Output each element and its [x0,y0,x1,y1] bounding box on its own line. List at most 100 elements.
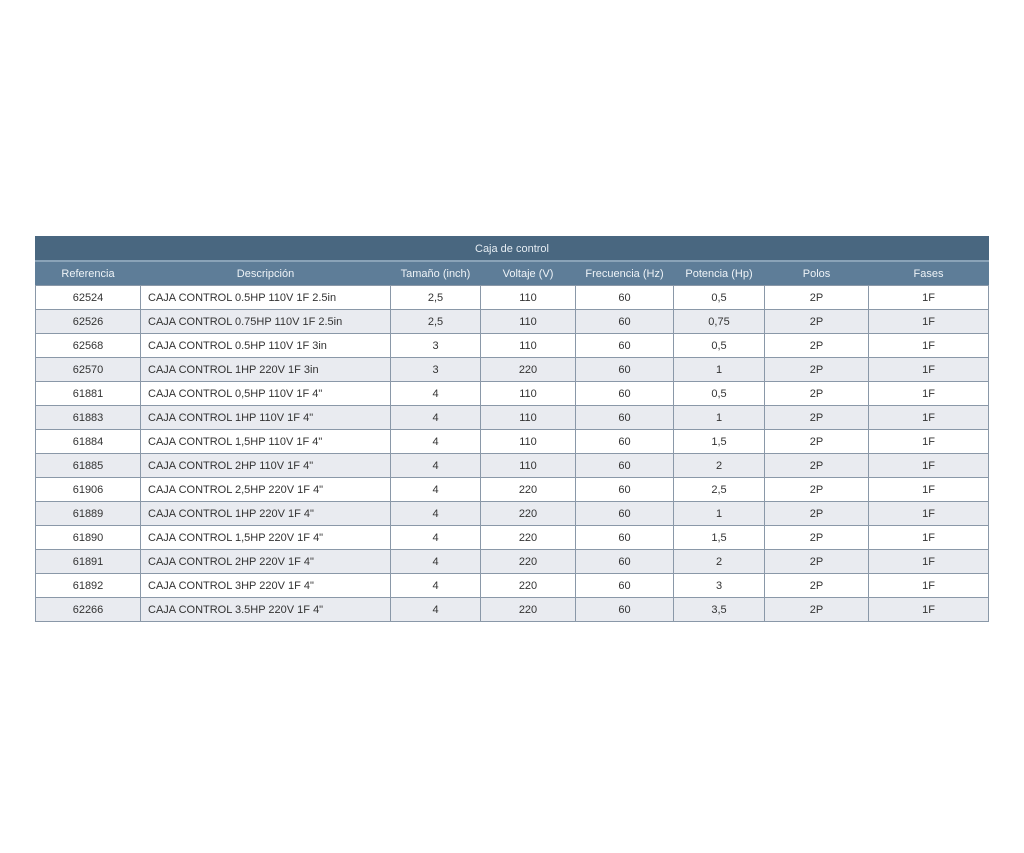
table-cell: 62266 [35,597,141,622]
table-cell: 62524 [35,285,141,310]
table-row: 61885 CAJA CONTROL 2HP 110V 1F 4" 4 110 60 2 2… [35,453,989,478]
table-cell: 220 [480,573,576,598]
table-cell: CAJA CONTROL 2,5HP 220V 1F 4" [140,477,391,502]
table-cell: CAJA CONTROL 0,5HP 110V 1F 4" [140,381,391,406]
table-cell: 1F [868,405,989,430]
table-cell: 62526 [35,309,141,334]
table-cell: 4 [390,525,481,550]
table-cell: 60 [575,309,674,334]
table-cell: 2P [764,357,869,382]
table-cell: 60 [575,405,674,430]
table-cell: 2P [764,549,869,574]
table-cell: 2P [764,405,869,430]
table-cell: CAJA CONTROL 1HP 220V 1F 3in [140,357,391,382]
table-cell: 2P [764,597,869,622]
table-row: 61892 CAJA CONTROL 3HP 220V 1F 4" 4 220 60 3 2… [35,573,989,598]
table-cell: 2P [764,333,869,358]
table-row: 62570 CAJA CONTROL 1HP 220V 1F 3in 3 220 60 1… [35,357,989,382]
table-cell: 3 [390,333,481,358]
table-cell: 1,5 [673,429,765,454]
table-cell: CAJA CONTROL 3.5HP 220V 1F 4" [140,597,391,622]
table-cell: 60 [575,501,674,526]
table-cell: 220 [480,597,576,622]
column-header: Tamaño (inch) [390,260,481,286]
table-cell: 2,5 [673,477,765,502]
table-cell: 60 [575,357,674,382]
table-cell: 4 [390,573,481,598]
table-cell: 110 [480,333,576,358]
table-cell: 2 [673,549,765,574]
table-cell: 2,5 [390,285,481,310]
table-cell: 2P [764,573,869,598]
table-body: 62524 CAJA CONTROL 0.5HP 110V 1F 2.5in 2,5… [35,285,989,622]
table-cell: 1F [868,381,989,406]
table-cell: 220 [480,357,576,382]
table-cell: 2P [764,429,869,454]
table-cell: 1F [868,333,989,358]
table-title: Caja de control [35,236,989,262]
table-row: 62524 CAJA CONTROL 0.5HP 110V 1F 2.5in 2,5… [35,285,989,310]
table-cell: 61890 [35,525,141,550]
table-cell: 3 [390,357,481,382]
table-cell: 60 [575,573,674,598]
table-cell: 61881 [35,381,141,406]
table-cell: CAJA CONTROL 1,5HP 220V 1F 4" [140,525,391,550]
table-cell: 60 [575,429,674,454]
table-cell: 0,5 [673,333,765,358]
table-cell: 1F [868,525,989,550]
table-cell: 3 [673,573,765,598]
table-cell: 2P [764,525,869,550]
table-row: 61884 CAJA CONTROL 1,5HP 110V 1F 4" 4 110 60… [35,429,989,454]
table-cell: 61891 [35,549,141,574]
table-cell: 1F [868,477,989,502]
table-cell: 1F [868,429,989,454]
table-cell: 220 [480,501,576,526]
table-cell: 4 [390,381,481,406]
table-cell: 61883 [35,405,141,430]
table-row: 61891 CAJA CONTROL 2HP 220V 1F 4" 4 220 60 2 2… [35,549,989,574]
table-cell: 4 [390,549,481,574]
column-header: Descripción [140,260,391,286]
table-cell: 1 [673,357,765,382]
table-cell: 1F [868,549,989,574]
table-cell: 220 [480,477,576,502]
table-cell: 2P [764,285,869,310]
table-cell: 4 [390,597,481,622]
table-cell: 110 [480,429,576,454]
header-row: Referencia Descripción Tamaño (inch) Voltaj… [35,260,989,286]
table-cell: 60 [575,597,674,622]
table-cell: 2P [764,501,869,526]
table-cell: 2P [764,453,869,478]
table-cell: CAJA CONTROL 0.5HP 110V 1F 2.5in [140,285,391,310]
table-cell: 110 [480,285,576,310]
table-cell: 60 [575,477,674,502]
table-cell: 110 [480,453,576,478]
table-cell: 2 [673,453,765,478]
table-row: 61890 CAJA CONTROL 1,5HP 220V 1F 4" 4 220 60… [35,525,989,550]
table-cell: 4 [390,429,481,454]
table-cell: 62568 [35,333,141,358]
table-cell: 2P [764,309,869,334]
table-cell: 0,5 [673,285,765,310]
table-cell: 0,75 [673,309,765,334]
table-cell: 4 [390,405,481,430]
table-cell: CAJA CONTROL 1HP 110V 1F 4" [140,405,391,430]
table-cell: CAJA CONTROL 3HP 220V 1F 4" [140,573,391,598]
table-cell: 2P [764,381,869,406]
table-cell: 60 [575,333,674,358]
table-cell: 61906 [35,477,141,502]
table-cell: 110 [480,309,576,334]
table-cell: 1 [673,405,765,430]
table-cell: 61892 [35,573,141,598]
table-row: 61906 CAJA CONTROL 2,5HP 220V 1F 4" 4 220 60… [35,477,989,502]
table-cell: CAJA CONTROL 2HP 220V 1F 4" [140,549,391,574]
table-cell: 60 [575,453,674,478]
table-cell: 1F [868,597,989,622]
table-cell: CAJA CONTROL 2HP 110V 1F 4" [140,453,391,478]
table-cell: 1F [868,309,989,334]
table-cell: 220 [480,549,576,574]
table-cell: 1F [868,573,989,598]
table-cell: 61889 [35,501,141,526]
table-cell: 4 [390,453,481,478]
table-cell: 2P [764,477,869,502]
